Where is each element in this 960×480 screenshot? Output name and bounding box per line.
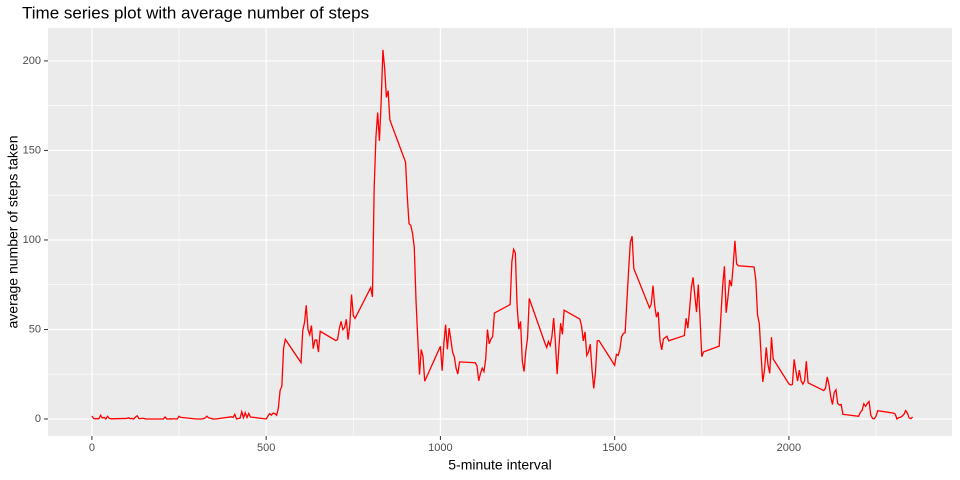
y-tick-label: 100 bbox=[23, 234, 41, 246]
y-axis-title: average number of steps taken bbox=[5, 135, 21, 328]
y-tick-label: 0 bbox=[35, 413, 41, 425]
y-tick-label: 150 bbox=[23, 144, 41, 156]
chart-title: Time series plot with average number of … bbox=[22, 3, 369, 22]
grid bbox=[48, 28, 952, 436]
x-tick-label: 2000 bbox=[777, 442, 801, 454]
panel bbox=[48, 28, 952, 436]
x-tick-label: 0 bbox=[89, 442, 95, 454]
x-axis-title: 5-minute interval bbox=[448, 457, 552, 473]
y-tick-label: 200 bbox=[23, 55, 41, 67]
y-tick-label: 50 bbox=[29, 323, 41, 335]
x-tick-label: 500 bbox=[257, 442, 275, 454]
x-tick-label: 1000 bbox=[428, 442, 452, 454]
data-line bbox=[91, 49, 914, 421]
x-tick-label: 1500 bbox=[602, 442, 626, 454]
